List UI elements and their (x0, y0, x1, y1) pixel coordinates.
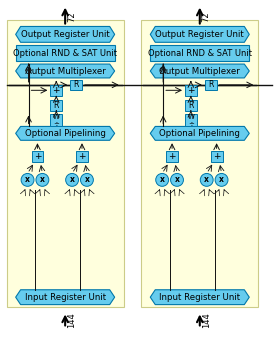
Text: x: x (204, 175, 209, 185)
Text: R: R (208, 80, 213, 89)
FancyBboxPatch shape (50, 85, 62, 96)
FancyBboxPatch shape (70, 80, 82, 90)
Text: Output Register Unit: Output Register Unit (21, 30, 110, 39)
Text: +: + (213, 152, 220, 161)
Circle shape (156, 173, 169, 186)
Text: 144: 144 (67, 313, 76, 329)
Circle shape (21, 173, 34, 186)
Polygon shape (150, 290, 249, 305)
Text: x: x (84, 175, 89, 185)
Polygon shape (150, 64, 249, 78)
Text: +: + (52, 86, 60, 95)
Text: x: x (175, 175, 179, 185)
FancyBboxPatch shape (150, 45, 249, 61)
Text: x: x (25, 175, 30, 185)
Text: Optional Pipelining: Optional Pipelining (159, 129, 240, 138)
Circle shape (200, 173, 213, 186)
Text: Output Multiplexer: Output Multiplexer (25, 67, 105, 75)
FancyBboxPatch shape (76, 151, 88, 162)
Circle shape (215, 173, 228, 186)
FancyBboxPatch shape (185, 85, 197, 96)
Text: x: x (160, 175, 164, 185)
Text: W
÷: W ÷ (187, 114, 194, 126)
Polygon shape (16, 64, 115, 78)
FancyBboxPatch shape (50, 100, 62, 111)
Text: Input Register Unit: Input Register Unit (159, 293, 240, 302)
FancyBboxPatch shape (166, 151, 178, 162)
Text: 72: 72 (67, 11, 76, 22)
Polygon shape (16, 26, 115, 42)
Text: Optional Pipelining: Optional Pipelining (25, 129, 106, 138)
Text: Output Multiplexer: Output Multiplexer (160, 67, 240, 75)
Text: x: x (219, 175, 224, 185)
Text: +: + (34, 152, 41, 161)
Text: R: R (73, 80, 79, 89)
FancyBboxPatch shape (7, 20, 124, 307)
FancyBboxPatch shape (185, 114, 197, 126)
Text: 144: 144 (202, 313, 211, 329)
Text: x: x (40, 175, 45, 185)
FancyBboxPatch shape (31, 151, 43, 162)
FancyBboxPatch shape (141, 20, 258, 307)
Circle shape (66, 173, 79, 186)
Circle shape (171, 173, 184, 186)
Circle shape (36, 173, 49, 186)
Text: R: R (188, 101, 193, 110)
FancyBboxPatch shape (50, 114, 62, 126)
Text: Optional RND & SAT Unit: Optional RND & SAT Unit (13, 49, 117, 58)
Text: 72: 72 (202, 11, 211, 22)
Text: Output Register Unit: Output Register Unit (155, 30, 244, 39)
Polygon shape (150, 126, 249, 140)
Circle shape (81, 173, 93, 186)
Text: x: x (70, 175, 75, 185)
Text: R: R (54, 101, 59, 110)
Text: Input Register Unit: Input Register Unit (25, 293, 106, 302)
Text: +: + (78, 152, 86, 161)
Text: Optional RND & SAT Unit: Optional RND & SAT Unit (148, 49, 252, 58)
FancyBboxPatch shape (16, 45, 115, 61)
Polygon shape (150, 26, 249, 42)
FancyBboxPatch shape (185, 100, 197, 111)
Polygon shape (16, 290, 115, 305)
Text: W
÷: W ÷ (53, 114, 60, 126)
Text: +: + (187, 86, 195, 95)
FancyBboxPatch shape (211, 151, 222, 162)
FancyBboxPatch shape (205, 80, 217, 90)
Text: +: + (168, 152, 176, 161)
Polygon shape (16, 126, 115, 140)
